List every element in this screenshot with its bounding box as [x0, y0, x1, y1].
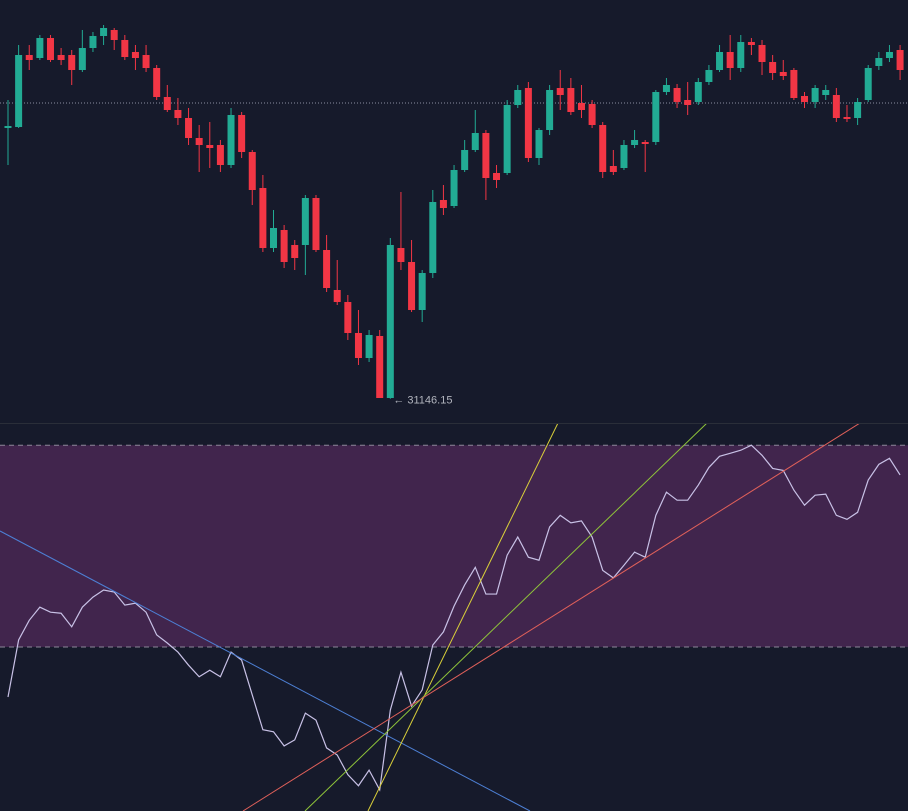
candle-body — [641, 142, 649, 144]
candle-body — [238, 115, 246, 152]
candle-body — [885, 52, 893, 58]
trendline — [304, 424, 707, 811]
candle-body — [142, 55, 150, 68]
candle-body — [185, 118, 193, 138]
candle-body — [248, 152, 256, 190]
candle-body — [68, 55, 76, 70]
candle-body — [439, 200, 447, 208]
candle-body — [599, 125, 607, 172]
trendlines — [0, 424, 860, 811]
candle-body — [418, 273, 426, 310]
candle-body — [36, 38, 44, 58]
rsi-line — [7, 444, 901, 792]
candle-body — [471, 133, 479, 150]
candle-body — [716, 52, 724, 70]
candle-body — [227, 115, 235, 165]
candle-body — [429, 202, 437, 273]
candle-body — [524, 88, 532, 158]
candle-body — [609, 166, 617, 172]
candle-body — [386, 245, 394, 398]
candle-body — [843, 117, 851, 119]
candle-body — [514, 90, 522, 105]
candle-body — [15, 55, 23, 127]
candle-body — [206, 145, 214, 148]
candle-body — [376, 336, 384, 398]
candle-body — [89, 36, 97, 48]
candle-body — [482, 133, 490, 178]
candle-body — [131, 52, 139, 58]
candle-body — [864, 68, 872, 100]
candle-body — [832, 95, 840, 118]
candle-body — [153, 68, 161, 97]
candle-body — [705, 70, 713, 82]
rsi-pane — [0, 444, 908, 792]
candle-body — [769, 62, 777, 73]
candle-body — [652, 92, 660, 142]
candle-body — [354, 333, 362, 358]
candle-body — [312, 198, 320, 250]
candle-body — [333, 290, 341, 302]
candle-body — [684, 100, 692, 105]
candle-body — [174, 110, 182, 118]
candle-body — [57, 55, 65, 60]
low-price-label: ← 31146.15 — [393, 395, 452, 407]
candle-body — [631, 140, 639, 145]
candle-body — [726, 52, 734, 68]
candle-body — [503, 105, 511, 173]
candle-body — [493, 173, 501, 180]
candle-body — [567, 88, 575, 112]
candle-body — [673, 88, 681, 102]
candle-body — [110, 30, 118, 40]
candle-body — [790, 70, 798, 98]
candle-body — [556, 88, 564, 95]
candle-body — [195, 138, 203, 145]
candle-body — [822, 90, 830, 95]
candle-body — [577, 103, 585, 110]
candle-body — [801, 96, 808, 102]
candle-body — [323, 250, 331, 288]
candle-body — [461, 150, 469, 170]
candle-body — [270, 228, 277, 248]
candle-body — [811, 88, 819, 102]
trendline — [242, 424, 860, 811]
trendline — [367, 424, 559, 811]
candle-body — [535, 130, 543, 158]
candle-body — [301, 198, 309, 245]
candle-body — [78, 48, 86, 70]
candle-body — [25, 55, 33, 60]
candle-body — [588, 104, 596, 125]
candle-body — [854, 102, 862, 118]
candle-body — [4, 126, 12, 128]
candle-body — [620, 145, 628, 168]
candle-body — [46, 38, 54, 60]
candle-body — [280, 230, 288, 262]
rsi-band — [0, 445, 908, 648]
candle-body — [779, 72, 787, 76]
candle-body — [291, 245, 299, 258]
candle-body — [121, 40, 129, 57]
candle-body — [747, 42, 755, 45]
candle-body — [163, 97, 171, 110]
candle-body — [397, 248, 405, 262]
candle-body — [737, 42, 745, 68]
candle-body — [259, 188, 267, 248]
candle-body — [546, 90, 554, 130]
candle-body — [216, 145, 224, 165]
candle-body — [896, 50, 904, 70]
candle-body — [344, 302, 352, 333]
candle-body — [365, 335, 373, 358]
trendline — [0, 530, 531, 811]
candle-body — [408, 262, 416, 310]
candle-body — [875, 58, 883, 66]
candle-body — [450, 170, 458, 206]
candle-body — [662, 85, 670, 92]
candle-body — [694, 82, 702, 102]
candle-body — [100, 28, 108, 36]
candle-body — [758, 45, 766, 62]
